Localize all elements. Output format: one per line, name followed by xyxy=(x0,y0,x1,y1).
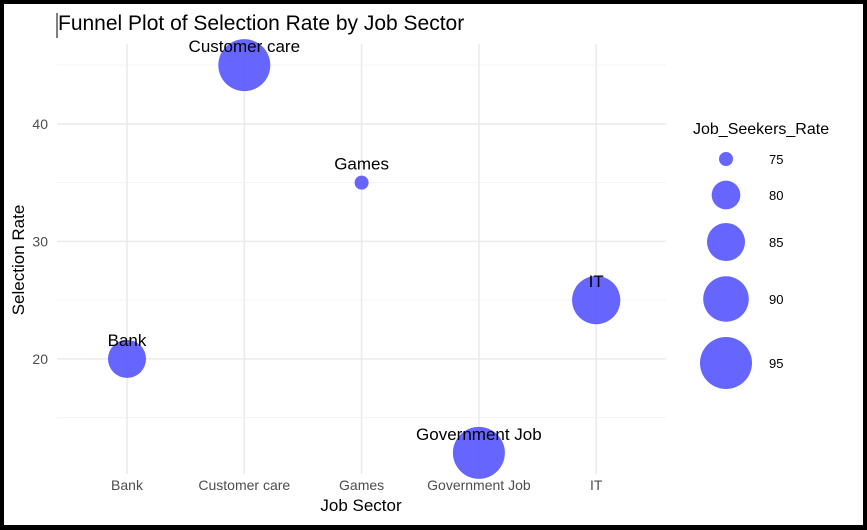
y-tick-label: 40 xyxy=(32,116,48,132)
grid xyxy=(57,44,666,474)
point-label: Bank xyxy=(108,331,147,350)
point-label: IT xyxy=(589,272,604,291)
ticks-layer: 20 30 40 Bank Customer care Games Government J… xyxy=(32,116,602,493)
legend-key xyxy=(719,152,733,166)
legend-label: 90 xyxy=(769,292,783,307)
x-tick-label: Customer care xyxy=(198,477,290,493)
legend-label: 85 xyxy=(769,235,783,250)
legend-label: 80 xyxy=(769,188,783,203)
chart-title: Funnel Plot of Selection Rate by Job Sec… xyxy=(58,12,464,35)
x-tick-label: Government Job xyxy=(427,477,531,493)
legend-key xyxy=(700,337,752,389)
data-point xyxy=(107,339,147,378)
legend-label: 95 xyxy=(769,356,783,371)
chart-panel: Funnel Plot of Selection Rate by Job Sec… xyxy=(4,4,863,525)
x-axis-title: Job Sector xyxy=(320,496,402,515)
y-tick-label: 20 xyxy=(32,351,48,367)
legend-key xyxy=(703,276,749,322)
points-layer: Bank Customer care Games Government Job IT xyxy=(108,37,621,479)
point-label: Customer care xyxy=(189,37,300,56)
data-point xyxy=(354,175,369,190)
funnel-chart: Funnel Plot of Selection Rate by Job Sec… xyxy=(9,12,829,515)
data-point xyxy=(218,39,271,92)
size-legend: 75 80 85 90 95 xyxy=(700,152,783,389)
legend-key xyxy=(711,180,741,210)
data-point xyxy=(572,275,621,325)
data-point xyxy=(452,426,505,479)
x-tick-label: IT xyxy=(590,477,603,493)
y-axis-title: Selection Rate xyxy=(9,205,28,316)
legend-label: 75 xyxy=(769,152,783,167)
x-tick-label: Bank xyxy=(111,477,144,493)
x-tick-label: Games xyxy=(339,477,384,493)
point-label: Games xyxy=(334,155,389,174)
legend-title: Job_Seekers_Rate xyxy=(693,121,829,138)
point-label: Government Job xyxy=(416,425,542,444)
legend-key xyxy=(706,222,746,262)
y-tick-label: 30 xyxy=(32,233,48,249)
